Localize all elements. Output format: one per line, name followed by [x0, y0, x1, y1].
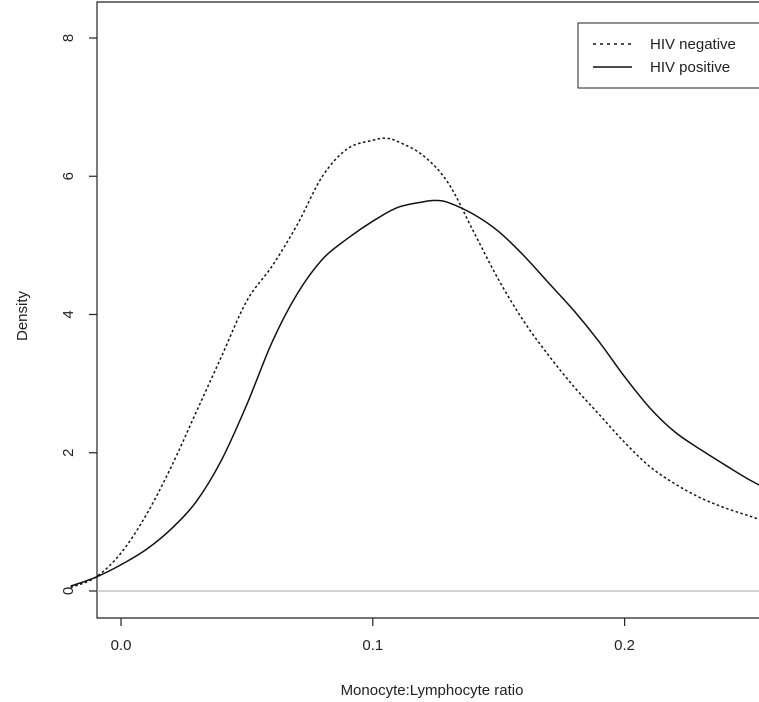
x-axis-title: Monocyte:Lymphocyte ratio — [341, 682, 524, 699]
x-tick-label: 0.2 — [614, 637, 635, 654]
y-axis: 0 2 4 6 8 — [60, 34, 97, 595]
series-layer — [70, 137, 759, 589]
legend-label-hiv-negative: HIV negative — [650, 36, 736, 53]
legend-box — [577, 22, 759, 89]
legend: HIV negative HIV positive — [577, 22, 759, 89]
y-tick-label: 4 — [60, 310, 77, 318]
series-line-hiv-negative — [70, 137, 759, 589]
x-tick-label: 0.0 — [111, 637, 132, 654]
y-tick-label: 8 — [60, 34, 77, 42]
y-axis-title: Density — [14, 290, 31, 341]
x-tick-label: 0.1 — [362, 637, 383, 654]
series-line-hiv-positive — [70, 199, 759, 587]
y-tick-label: 2 — [60, 449, 77, 457]
plot-frame — [96, 1, 759, 619]
x-axis: 0.0 0.1 0.2 — [111, 618, 635, 654]
y-tick-label: 6 — [60, 172, 77, 180]
legend-label-hiv-positive: HIV positive — [650, 59, 730, 76]
y-tick-label: 0 — [60, 587, 77, 595]
